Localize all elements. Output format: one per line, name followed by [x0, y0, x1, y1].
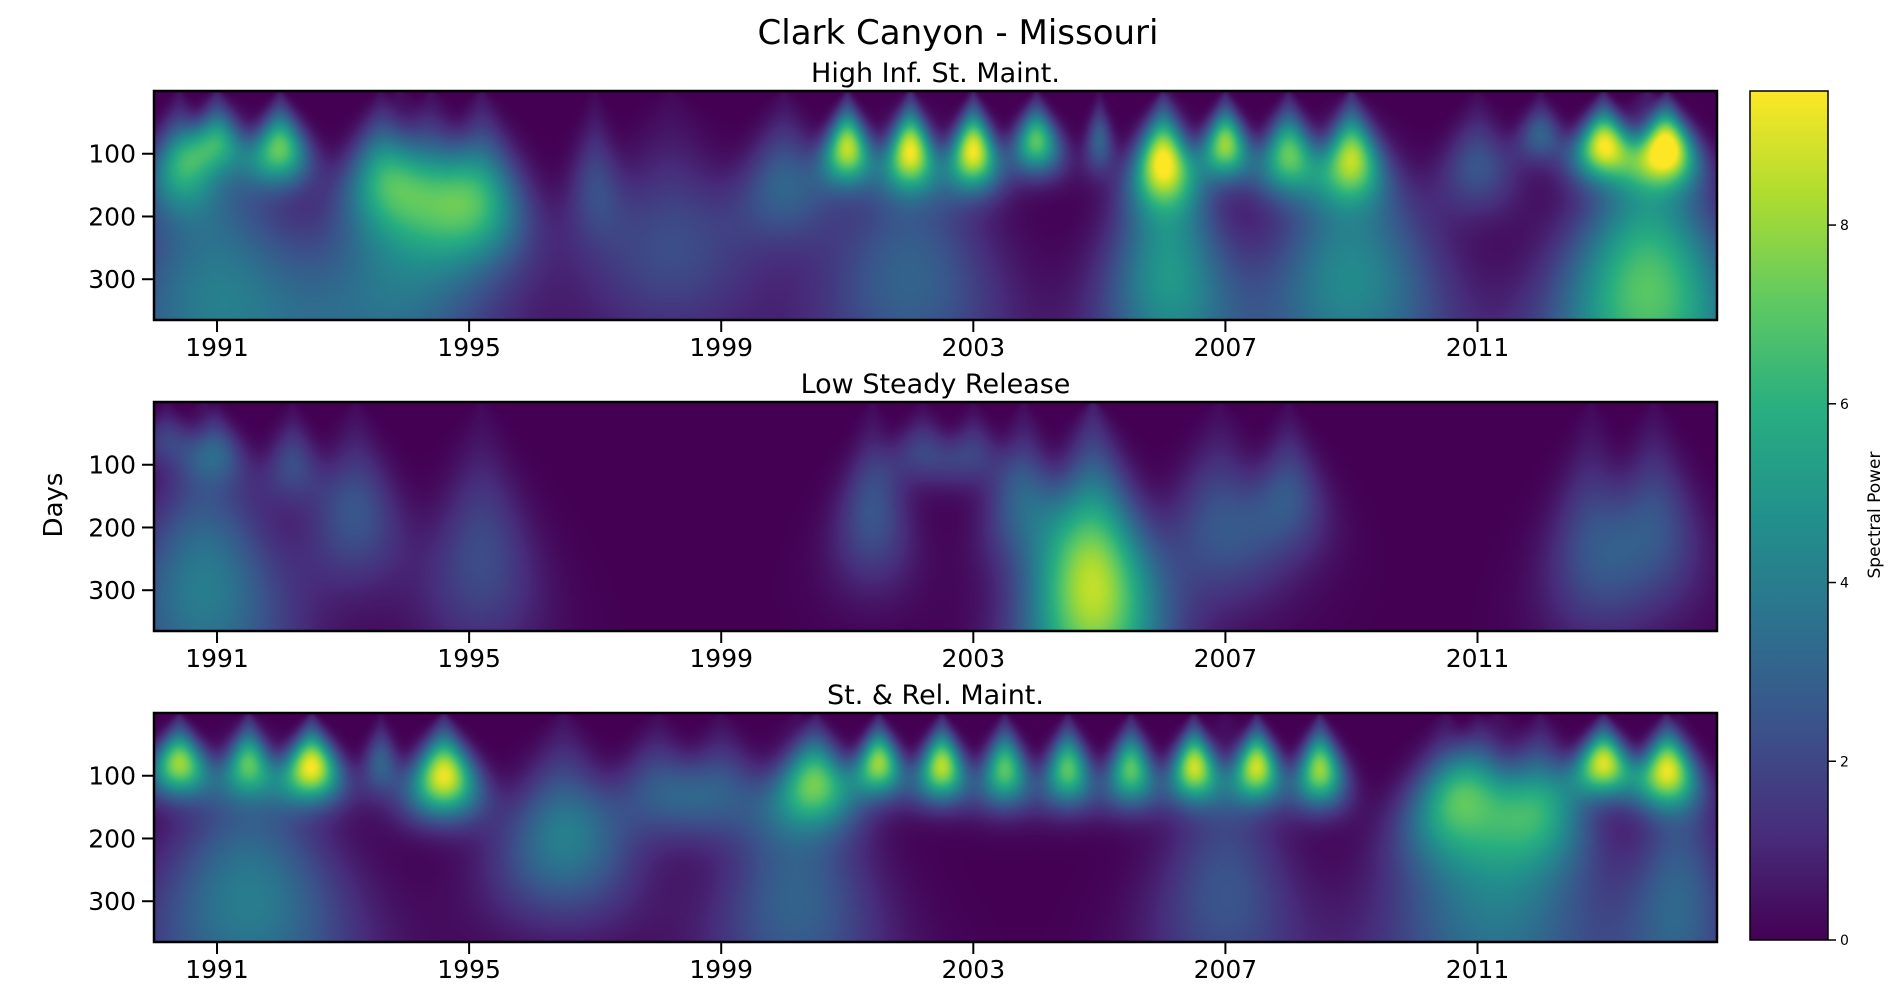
x-tick-label: 2011 [1446, 955, 1510, 984]
x-tick-label: 2003 [942, 333, 1006, 362]
y-tick-label: 100 [88, 140, 136, 169]
y-tick-label: 200 [88, 824, 136, 853]
x-tick-label: 2003 [942, 955, 1006, 984]
panel-3: St. & Rel. Maint. 100 200 300 1991 1995 1999 20… [88, 680, 1719, 984]
x-tick-label: 1991 [185, 955, 249, 984]
panels-group: High Inf. St. Maint. 100 200 300 1991 1995 199… [88, 58, 1719, 984]
plot-frame [152, 711, 1719, 944]
y-tick-label: 300 [88, 887, 136, 916]
x-tick-label: 2011 [1446, 644, 1510, 673]
panel-1: High Inf. St. Maint. 100 200 300 1991 1995 199… [88, 58, 1719, 362]
x-tick-label: 2007 [1194, 955, 1258, 984]
y-axis-label: Days [39, 473, 69, 538]
x-tick-label: 1991 [185, 333, 249, 362]
chart-title: Clark Canyon - Missouri [758, 13, 1159, 53]
colorbar-gradient [1749, 90, 1829, 941]
y-tick-label: 100 [88, 762, 136, 791]
y-tick-label: 300 [88, 576, 136, 605]
y-tick-label: 200 [88, 202, 136, 231]
x-tick-label: 1995 [437, 955, 501, 984]
colorbar-tick-label: 2 [1840, 754, 1849, 770]
y-tick-label: 100 [88, 451, 136, 480]
colorbar-tick-label: 0 [1840, 933, 1849, 949]
x-tick-label: 1999 [689, 955, 753, 984]
spectral-heatmap [154, 91, 1717, 320]
colorbar-label: Spectral Power [1865, 452, 1885, 579]
x-tick-label: 2011 [1446, 333, 1510, 362]
y-tick-label: 300 [88, 265, 136, 294]
x-tick-label: 1991 [185, 644, 249, 673]
colorbar-tick-label: 8 [1840, 218, 1849, 234]
x-tick-label: 1995 [437, 333, 501, 362]
plot-frame [152, 400, 1719, 633]
x-tick-label: 2007 [1194, 644, 1258, 673]
plot-frame [152, 89, 1719, 322]
colorbar-tick-label: 6 [1840, 397, 1849, 413]
spectral-heatmap [154, 713, 1717, 942]
x-tick-label: 1999 [689, 644, 753, 673]
y-tick-label: 200 [88, 513, 136, 542]
panel-title: High Inf. St. Maint. [811, 58, 1060, 89]
x-tick-label: 2007 [1194, 333, 1258, 362]
panel-title: St. & Rel. Maint. [827, 680, 1044, 711]
colorbar-ticks: 0 2 4 6 8 [1828, 218, 1849, 949]
x-tick-label: 2003 [942, 644, 1006, 673]
spectral-heatmap [154, 402, 1717, 631]
panel-title: Low Steady Release [801, 369, 1071, 400]
colorbar-tick-label: 4 [1840, 576, 1849, 592]
colorbar: 0 2 4 6 8 Spectral Power [1749, 90, 1885, 949]
panel-2: Low Steady Release 100 200 300 1991 1995 1999 2… [88, 369, 1719, 673]
x-tick-label: 1995 [437, 644, 501, 673]
x-tick-label: 1999 [689, 333, 753, 362]
